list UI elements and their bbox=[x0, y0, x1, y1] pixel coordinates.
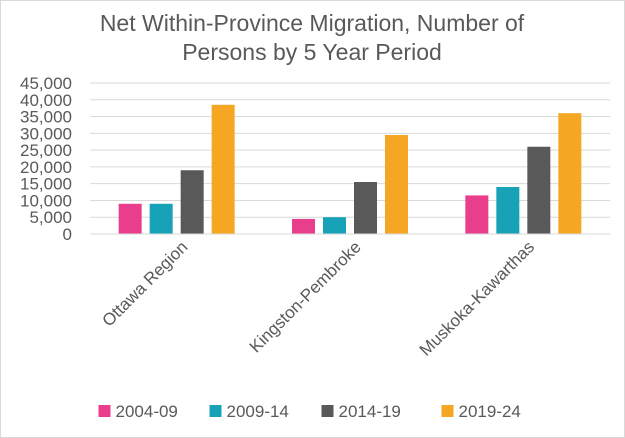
x-tick-label: Muskoka-Kawarthas bbox=[416, 237, 538, 359]
y-tick-label: 0 bbox=[63, 225, 72, 244]
y-tick-label: 5,000 bbox=[29, 208, 72, 227]
x-tick-label: Kingston-Pembroke bbox=[246, 237, 365, 356]
bar bbox=[292, 218, 315, 234]
bar bbox=[118, 203, 142, 234]
legend-entry: 2014-19 bbox=[339, 402, 401, 421]
legend-swatch bbox=[98, 405, 111, 417]
legend-swatch bbox=[209, 405, 222, 417]
bar bbox=[465, 195, 489, 234]
bar bbox=[354, 181, 377, 234]
bar bbox=[323, 217, 346, 234]
x-tick-label: Ottawa Region bbox=[99, 237, 192, 330]
bar bbox=[149, 203, 173, 234]
legend-entry: 2019-24 bbox=[459, 402, 521, 421]
legend-entry: 2009-14 bbox=[227, 402, 289, 421]
y-tick-label: 40,000 bbox=[20, 91, 72, 110]
chart-title-line-2: Persons by 5 Year Period bbox=[182, 39, 442, 65]
legend-swatch bbox=[441, 405, 454, 417]
legend-entry: 2004-09 bbox=[116, 402, 178, 421]
bar bbox=[558, 113, 582, 234]
bar bbox=[527, 146, 551, 234]
y-tick-label: 30,000 bbox=[20, 124, 72, 143]
bar bbox=[385, 135, 408, 234]
y-tick-label: 20,000 bbox=[20, 158, 72, 177]
gridlines bbox=[90, 82, 610, 218]
legend-swatch bbox=[321, 405, 334, 417]
legend: 2004-09 2009-14 2014-19 2019-24 bbox=[98, 402, 521, 421]
y-axis: 05,00010,00015,00020,00025,00030,00035,0… bbox=[20, 74, 72, 244]
y-tick-label: 15,000 bbox=[20, 175, 72, 194]
y-tick-label: 10,000 bbox=[20, 191, 72, 210]
y-tick-label: 45,000 bbox=[20, 74, 72, 93]
bars bbox=[118, 104, 582, 234]
chart-title-line-1: Net Within-Province Migration, Number of bbox=[100, 10, 525, 36]
bar bbox=[496, 187, 520, 234]
y-tick-label: 25,000 bbox=[20, 141, 72, 160]
x-axis: Ottawa Region Kingston-Pembroke Muskoka-Ka… bbox=[90, 233, 610, 360]
bar bbox=[211, 104, 235, 234]
bar bbox=[180, 170, 204, 234]
y-tick-label: 35,000 bbox=[20, 108, 72, 127]
